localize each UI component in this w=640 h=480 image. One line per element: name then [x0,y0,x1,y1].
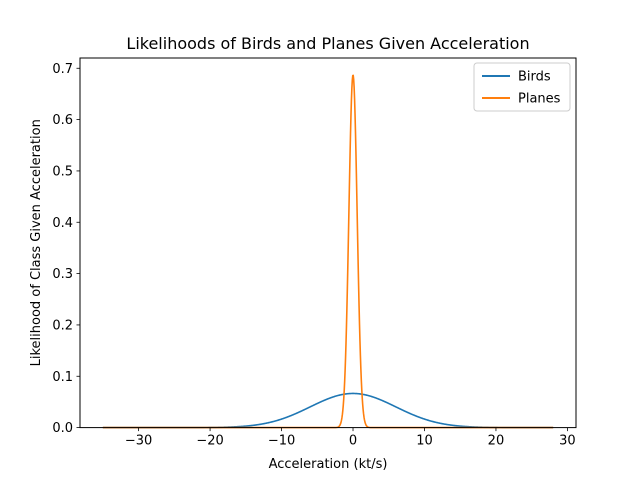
y-tick-label: 0.3 [52,267,73,282]
legend-label-birds: Birds [518,70,551,85]
x-tick-label: 10 [416,434,433,449]
x-tick-label: −20 [196,434,223,449]
y-tick-label: 0.6 [52,113,73,128]
y-tick-label: 0.5 [52,164,73,179]
legend-label-planes: Planes [518,92,561,107]
y-axis-ticks: 0.0 0.1 0.2 0.3 0.4 0.5 0.6 0.7 [52,62,80,436]
chart-title: Likelihoods of Birds and Planes Given Ac… [126,34,529,53]
y-tick-label: 0.1 [52,370,73,385]
x-tick-label: 20 [488,434,505,449]
x-axis-ticks: −30 −20 −10 0 10 20 30 [125,427,576,449]
legend: Birds Planes [473,62,571,112]
x-axis-label: Acceleration (kt/s) [269,457,388,472]
y-tick-label: 0.4 [52,216,73,231]
x-tick-label: 0 [349,434,357,449]
x-tick-label: −10 [268,434,295,449]
axes-frame [79,57,577,429]
x-tick-label: −30 [125,434,152,449]
y-axis-label: Likelihood of Class Given Acceleration [29,119,44,366]
y-tick-label: 0.7 [52,62,73,77]
x-tick-label: 30 [559,434,576,449]
plot-area [79,57,577,429]
y-tick-label: 0.0 [52,421,73,436]
y-tick-label: 0.2 [52,318,73,333]
